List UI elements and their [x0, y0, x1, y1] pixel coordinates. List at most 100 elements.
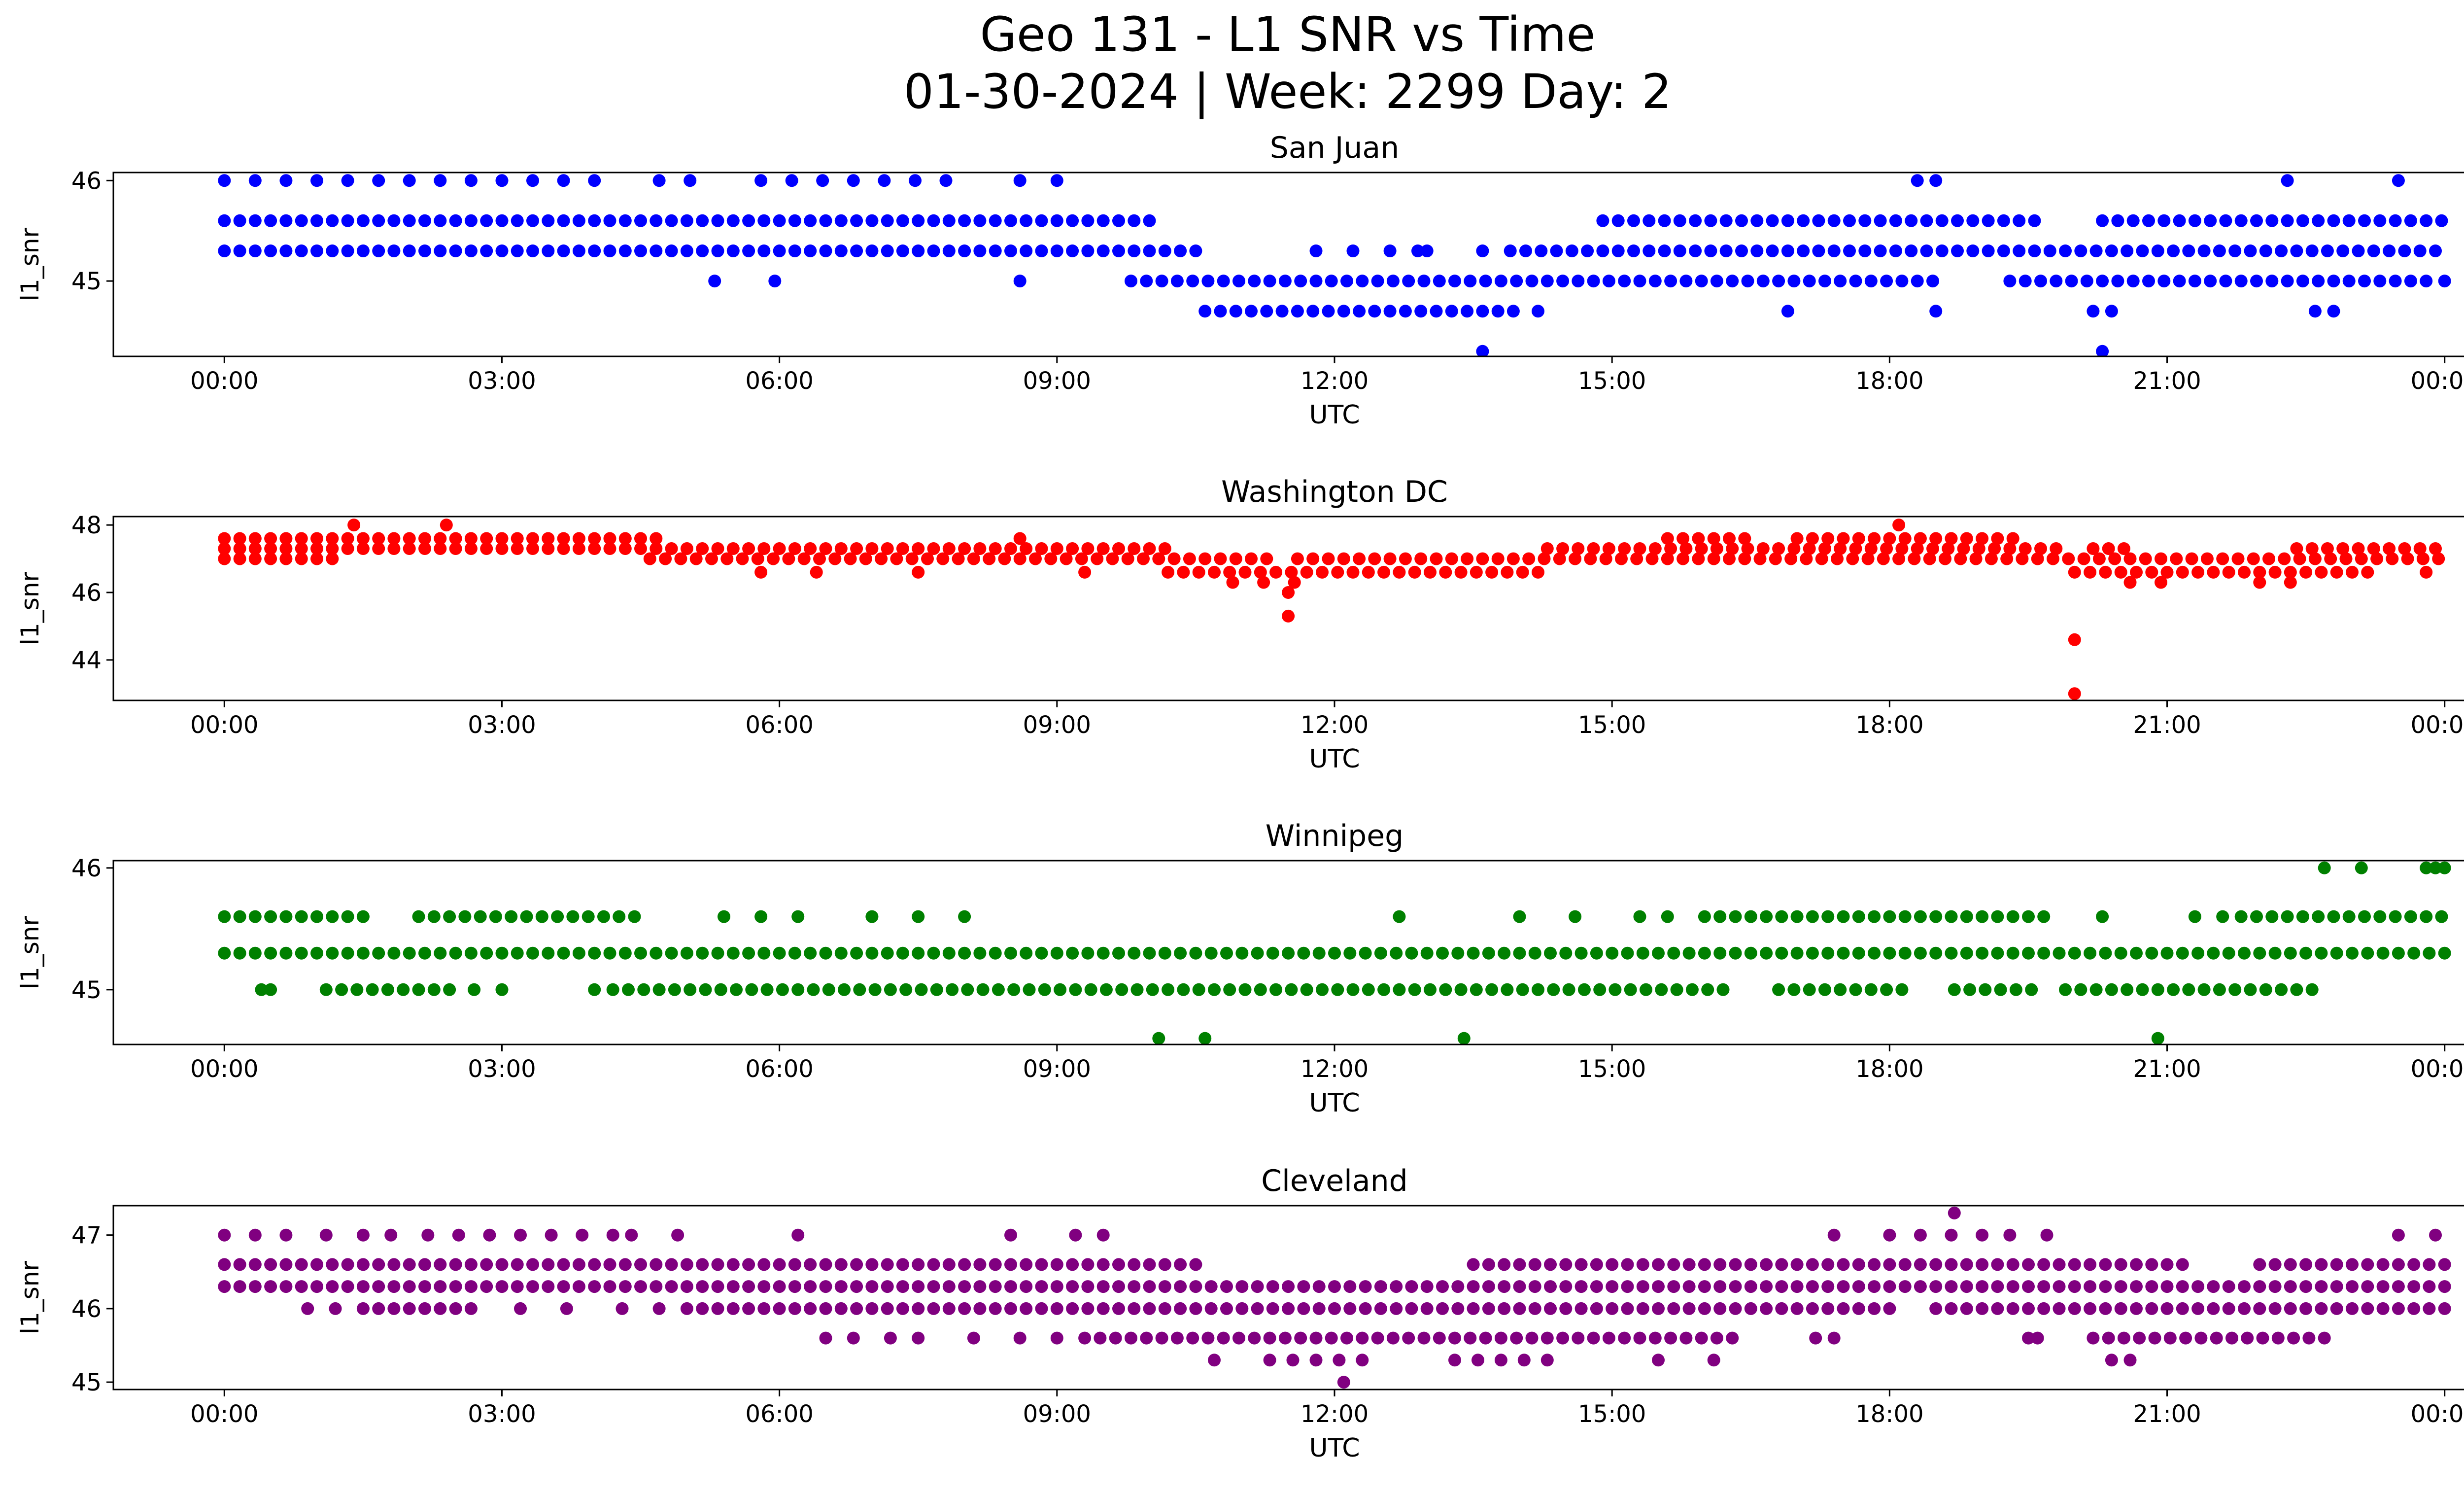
data-point	[1760, 1258, 1773, 1271]
data-point	[233, 244, 246, 257]
data-point	[606, 983, 619, 996]
data-point	[1821, 946, 1835, 960]
data-point	[603, 1258, 616, 1271]
data-point	[403, 1280, 416, 1293]
data-point	[2265, 214, 2279, 227]
data-point	[233, 552, 246, 565]
data-point	[2034, 542, 2047, 555]
data-point	[718, 910, 730, 923]
data-point	[2096, 214, 2109, 227]
data-point	[1513, 1302, 1526, 1315]
data-point	[526, 174, 539, 187]
data-point	[1066, 946, 1079, 960]
data-point	[726, 542, 740, 555]
data-point	[634, 532, 647, 545]
data-point	[865, 1280, 879, 1293]
data-point	[1572, 1331, 1585, 1345]
data-point	[440, 519, 453, 532]
data-point	[1621, 1258, 1634, 1271]
data-point	[2136, 244, 2149, 257]
data-point	[859, 552, 872, 565]
data-point	[2253, 1302, 2266, 1315]
data-point	[659, 552, 672, 565]
data-point	[804, 1280, 817, 1293]
data-point	[1569, 552, 1582, 565]
data-point	[1208, 565, 1221, 579]
data-point	[1621, 946, 1634, 960]
data-point	[1550, 244, 1563, 257]
data-point	[372, 214, 385, 227]
data-point	[542, 1258, 555, 1271]
data-point	[218, 532, 231, 545]
data-point	[711, 542, 724, 555]
data-point	[1652, 946, 1665, 960]
data-point	[2053, 1258, 2066, 1271]
data-point	[757, 1258, 771, 1271]
data-point	[2330, 1302, 2343, 1315]
data-point	[495, 532, 509, 545]
data-point	[2160, 1302, 2174, 1315]
y-axis-label: l1_snr	[16, 572, 44, 645]
data-point	[868, 983, 882, 996]
data-point	[2346, 1258, 2359, 1271]
data-point	[2084, 1258, 2097, 1271]
data-point	[576, 1228, 589, 1242]
data-point	[2389, 275, 2402, 288]
data-point	[1574, 1258, 1588, 1271]
data-point	[1892, 519, 1906, 532]
data-point	[248, 174, 262, 187]
data-point	[2222, 946, 2235, 960]
data-point	[606, 1228, 619, 1242]
data-point	[797, 552, 811, 565]
data-point	[1143, 946, 1156, 960]
data-point	[1362, 983, 1375, 996]
data-point	[464, 1302, 478, 1315]
data-point	[665, 214, 678, 227]
data-point	[751, 552, 764, 565]
data-point	[1517, 1354, 1531, 1367]
data-point	[1377, 565, 1391, 579]
data-point	[1128, 1258, 1141, 1271]
data-point	[427, 983, 441, 996]
data-point	[1689, 214, 1702, 227]
data-point	[1060, 552, 1073, 565]
data-point	[2278, 552, 2291, 565]
data-point	[912, 910, 925, 923]
data-point	[665, 244, 678, 257]
data-point	[434, 1280, 447, 1293]
data-points	[218, 519, 2445, 700]
data-point	[1269, 983, 1283, 996]
data-point	[1112, 542, 1125, 555]
data-point	[2222, 1280, 2235, 1293]
data-point	[1528, 1258, 1541, 1271]
data-point	[757, 946, 771, 960]
data-point	[2398, 542, 2411, 555]
x-tick-label: 00:00	[2411, 1400, 2464, 1428]
data-point	[1510, 1331, 1523, 1345]
data-point	[1081, 214, 1095, 227]
data-point	[1633, 910, 1646, 923]
data-point	[2346, 1302, 2359, 1315]
data-point	[2241, 1331, 2254, 1345]
data-point	[2361, 565, 2374, 579]
data-point	[1374, 1302, 1387, 1315]
data-point	[468, 983, 481, 996]
data-point	[1892, 552, 1906, 565]
data-point	[1393, 910, 1406, 923]
data-point	[2238, 946, 2251, 960]
data-point	[1621, 1280, 1634, 1293]
data-point	[603, 946, 616, 960]
data-point	[1217, 275, 1230, 288]
data-point	[372, 532, 385, 545]
data-point	[1806, 1302, 1819, 1315]
data-point	[1408, 565, 1421, 579]
data-point	[2268, 1302, 2282, 1315]
data-point	[1726, 542, 1739, 555]
data-point	[1951, 244, 1964, 257]
data-point	[1849, 542, 1862, 555]
data-point	[896, 214, 909, 227]
data-point	[1420, 244, 1434, 257]
data-point	[1162, 983, 1175, 996]
data-point	[804, 244, 817, 257]
data-point	[511, 542, 524, 555]
